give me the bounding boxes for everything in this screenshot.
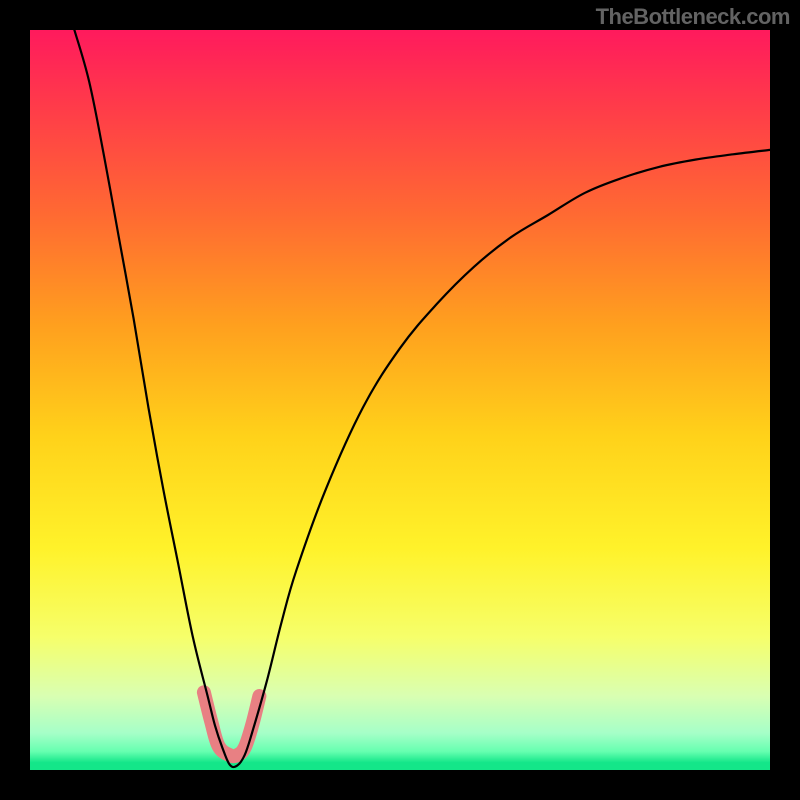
watermark-text: TheBottleneck.com <box>596 4 790 30</box>
plot-area <box>30 30 770 770</box>
chart-svg <box>30 30 770 770</box>
chart-background <box>30 30 770 770</box>
chart-frame: TheBottleneck.com <box>0 0 800 800</box>
